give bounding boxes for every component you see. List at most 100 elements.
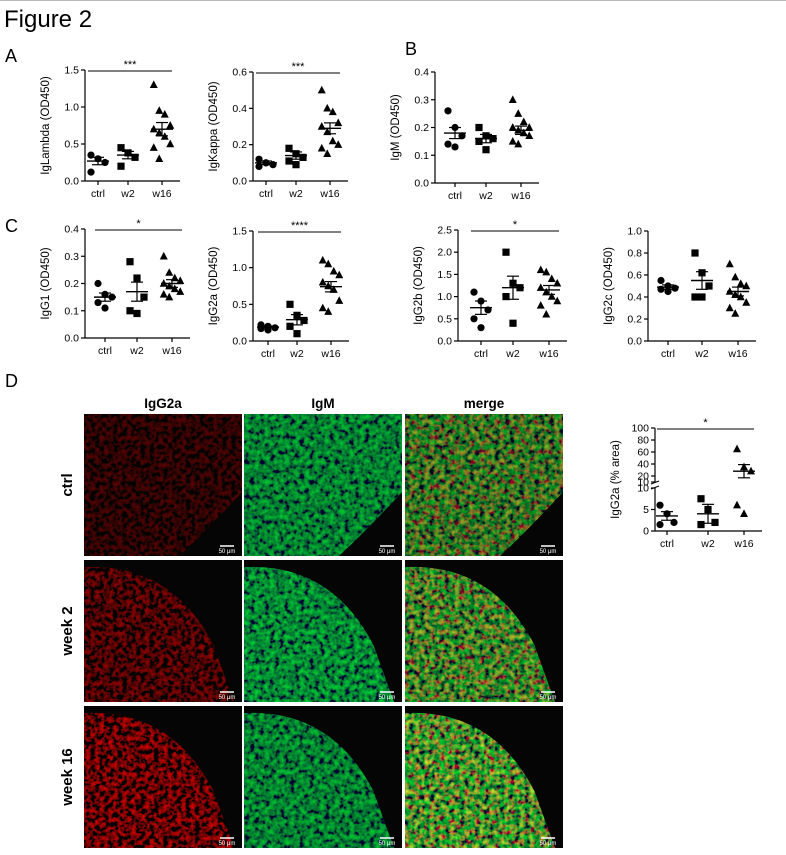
data-point <box>733 500 741 509</box>
y-tick-label: 0.3 <box>414 94 429 106</box>
y-tick-label: 0.0 <box>232 336 247 348</box>
data-point <box>671 284 679 292</box>
data-point <box>133 309 141 318</box>
scale-bar-label: 50 μm <box>219 549 236 555</box>
data-point <box>470 288 478 296</box>
y-tick-label: 0.6 <box>627 270 642 282</box>
data-point <box>255 162 263 171</box>
data-point <box>318 303 327 312</box>
data-point <box>293 330 301 338</box>
x-tick-label: w16 <box>733 538 753 550</box>
data-point <box>475 137 483 145</box>
data-point <box>117 144 125 152</box>
data-point <box>536 301 545 309</box>
significance-label: *** <box>124 59 138 71</box>
micrograph: 50 μm <box>84 414 242 556</box>
data-point <box>514 109 523 117</box>
panel-label: D <box>5 371 18 391</box>
y-tick-label: 1.0 <box>232 262 247 274</box>
data-point <box>117 162 125 170</box>
y-tick-label: 1.5 <box>64 65 79 77</box>
row-label: ctrl <box>59 473 76 496</box>
y-tick-label: 1.5 <box>232 226 247 238</box>
data-point <box>133 274 141 282</box>
data-point <box>697 495 705 503</box>
data-point <box>160 110 169 118</box>
data-point <box>740 509 748 517</box>
data-point <box>299 153 307 161</box>
data-point <box>542 287 551 296</box>
y-tick-label: 0.0 <box>64 333 79 345</box>
data-point <box>725 259 734 268</box>
data-point <box>329 285 338 293</box>
x-tick-label: w2 <box>505 348 520 360</box>
significance-label: * <box>703 417 708 429</box>
data-point <box>705 282 713 290</box>
data-point <box>335 296 344 304</box>
x-tick-label: w2 <box>478 190 493 202</box>
y-axis-label: IgLambda (OD450) <box>40 76 52 175</box>
y-tick-label: 0.5 <box>437 313 452 325</box>
data-point <box>155 128 164 137</box>
data-point <box>328 107 337 116</box>
x-tick-label: w16 <box>320 348 340 360</box>
data-point <box>131 153 139 161</box>
micrograph: 50 μm <box>244 706 402 848</box>
data-point <box>525 123 534 131</box>
data-point <box>553 278 562 287</box>
micrograph: 50 μm <box>84 706 242 848</box>
data-point <box>509 319 517 327</box>
data-point <box>656 501 664 509</box>
y-tick-label: 0.4 <box>414 67 429 79</box>
data-point <box>736 279 745 287</box>
data-point <box>87 168 95 176</box>
y-tick-label: 10 <box>637 477 649 489</box>
data-point <box>657 276 665 285</box>
micrograph: 50 μm <box>84 560 242 702</box>
x-tick-label: ctrl <box>261 348 275 360</box>
x-tick-label: w16 <box>319 188 339 200</box>
x-tick-label: ctrl <box>98 345 112 357</box>
y-tick-label: 0.0 <box>64 176 79 188</box>
data-point <box>176 287 185 295</box>
data-point <box>547 274 556 283</box>
y-tick-label: 0 <box>643 526 649 538</box>
data-point <box>94 279 102 288</box>
panel-label: B <box>405 39 417 59</box>
y-tick-label: 0.8 <box>627 248 642 260</box>
x-tick-label: w2 <box>700 538 715 550</box>
data-point <box>542 309 551 318</box>
data-point <box>691 249 699 257</box>
data-point <box>285 144 293 152</box>
x-tick-label: w16 <box>161 345 181 357</box>
data-point <box>155 106 164 114</box>
data-point <box>542 267 551 276</box>
y-tick-label: 0.0 <box>414 178 429 190</box>
y-tick-label: 80 <box>637 435 649 447</box>
y-tick-label: 0.2 <box>414 122 429 134</box>
x-tick-label: w2 <box>129 345 144 357</box>
scale-bar-label: 50 μm <box>540 549 557 555</box>
data-point <box>547 292 556 300</box>
data-point <box>525 131 534 140</box>
data-point <box>508 123 517 131</box>
data-point <box>286 322 294 330</box>
y-tick-label: 2.0 <box>437 247 452 259</box>
y-tick-label: 1.0 <box>627 226 642 238</box>
data-point <box>323 149 332 157</box>
data-point <box>731 272 740 281</box>
data-point <box>324 259 333 268</box>
data-point <box>519 117 528 126</box>
data-point <box>444 107 452 115</box>
data-point <box>159 251 168 260</box>
y-tick-label: 60 <box>637 447 649 459</box>
y-tick-label: 0.2 <box>64 278 79 290</box>
data-point <box>725 303 734 312</box>
data-point <box>318 277 327 286</box>
significance-label: * <box>513 219 518 231</box>
data-point <box>536 265 545 274</box>
data-point <box>285 157 293 165</box>
y-tick-label: 0.0 <box>437 336 452 348</box>
y-tick-label: 1.0 <box>437 291 452 303</box>
